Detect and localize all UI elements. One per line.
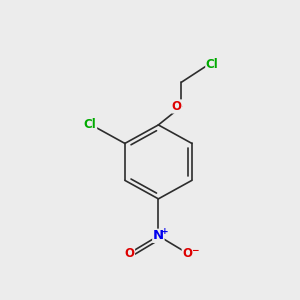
Text: O: O: [182, 247, 192, 260]
Text: N: N: [153, 229, 164, 242]
Text: Cl: Cl: [84, 118, 97, 131]
Text: O: O: [124, 247, 134, 260]
Text: +: +: [161, 227, 169, 236]
Text: −: −: [191, 246, 198, 255]
Text: Cl: Cl: [206, 58, 219, 71]
Text: O: O: [172, 100, 182, 113]
